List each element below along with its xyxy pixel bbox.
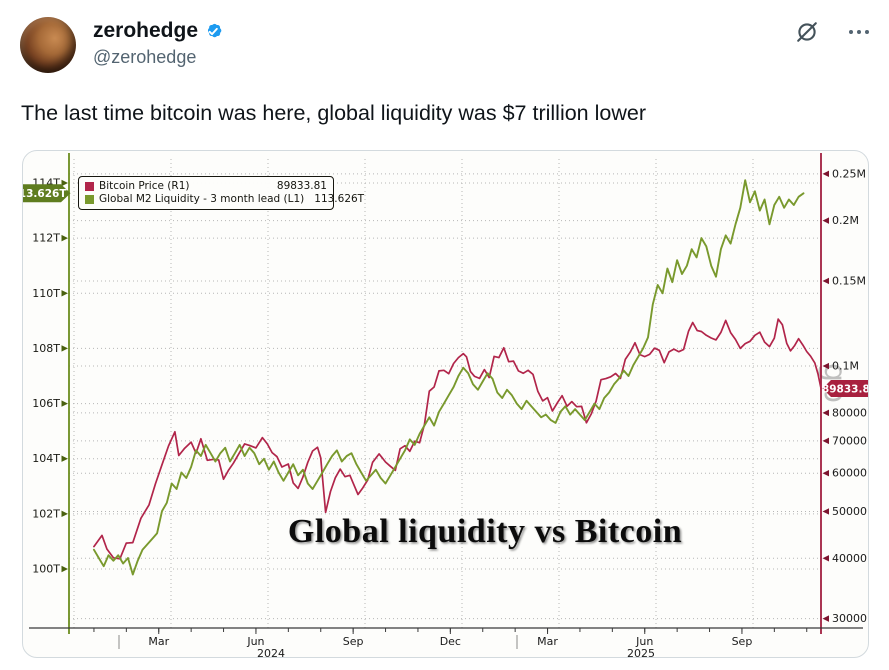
quarter-label: Mar (537, 635, 558, 648)
left-tick-label: 106T (32, 397, 60, 410)
series-m2 (92, 179, 805, 576)
more-icon[interactable] (847, 20, 871, 44)
tweet-header: zerohedge @zerohedge (0, 0, 889, 150)
legend-swatch (85, 194, 94, 204)
legend-row: Global M2 Liquidity - 3 month lead (L1) 1… (85, 193, 364, 205)
quarter-label: Sep (732, 635, 753, 648)
right-tick-arrow (822, 615, 829, 622)
right-badge-label: 89833.81 (822, 383, 868, 395)
right-tick-label: 70000 (832, 434, 867, 447)
right-tick-label: 30000 (832, 612, 867, 625)
right-tick-label: 0.2M (832, 214, 859, 227)
display-name[interactable]: zerohedge (93, 19, 199, 42)
right-tick-arrow (822, 362, 829, 370)
left-tick-label: 110T (32, 287, 60, 300)
legend-value: 113.626T (314, 193, 365, 205)
right-tick-arrow (822, 217, 829, 224)
left-tick-arrow (61, 510, 68, 518)
left-tick-arrow (61, 290, 68, 297)
right-tick-label: 0.25M (832, 167, 866, 180)
legend-swatch (85, 181, 94, 191)
left-tick-label: 104T (32, 452, 60, 465)
right-tick-label: 50000 (832, 505, 867, 518)
user-handle[interactable]: @zerohedge (93, 47, 197, 67)
right-tick-arrow (822, 508, 829, 515)
right-tick-label: 0.1M (832, 360, 859, 373)
right-value-badge (822, 380, 868, 398)
left-badge-label: 113.626T (23, 188, 67, 200)
verified-badge-icon (203, 21, 224, 42)
dual-axis-line-chart: 114T112T110T108T106T104T102T100T0.25M0.2… (23, 153, 868, 657)
quarter-label: Dec (440, 635, 461, 648)
left-tick-arrow (61, 400, 68, 407)
left-tick-arrow (61, 179, 68, 187)
year-label: 2024 (257, 647, 285, 657)
quarter-label: Sep (343, 635, 364, 648)
quarter-label: Mar (148, 635, 169, 648)
right-tick-label: 60000 (832, 467, 867, 480)
tweet-text: The last time bitcoin was here, global l… (21, 101, 646, 125)
legend-label: Bitcoin Price (R1) (99, 180, 190, 192)
left-tick-arrow (61, 234, 68, 242)
right-tick-arrow (822, 277, 829, 285)
left-tick-arrow (61, 345, 68, 352)
right-tick-arrow (822, 170, 829, 178)
left-tick-label: 100T (32, 562, 60, 575)
legend-row: Bitcoin Price (R1) 89833.81 (85, 180, 327, 192)
right-tick-arrow (822, 437, 829, 445)
left-value-badge (23, 184, 71, 203)
legend-label: Global M2 Liquidity - 3 month lead (L1) (99, 193, 305, 205)
right-tick-label: 40000 (832, 552, 867, 565)
legend-value: 89833.81 (276, 180, 327, 192)
right-tick-arrow (822, 409, 829, 417)
chart-image[interactable]: gb 114T112T110T108T106T104T102T100T0.25M… (22, 150, 869, 658)
grok-icon[interactable] (795, 20, 819, 44)
quarter-label: Jun (635, 635, 653, 648)
left-tick-arrow (61, 455, 68, 462)
right-tick-label: 0.15M (832, 274, 866, 287)
left-tick-label: 108T (32, 342, 60, 355)
left-tick-label: 102T (32, 507, 60, 520)
quarter-label: Jun (246, 635, 264, 648)
right-tick-arrow (822, 555, 829, 562)
left-tick-label: 112T (32, 232, 60, 245)
left-tick-arrow (61, 565, 68, 573)
right-tick-label: 80000 (832, 406, 867, 419)
chart-legend: Bitcoin Price (R1) 89833.81 Global M2 Liqu… (78, 176, 364, 210)
year-label: 2025 (627, 647, 655, 657)
chart-title: Global liquidity vs Bitcoin (287, 513, 683, 550)
right-tick-arrow (822, 470, 829, 477)
avatar[interactable] (20, 17, 76, 73)
